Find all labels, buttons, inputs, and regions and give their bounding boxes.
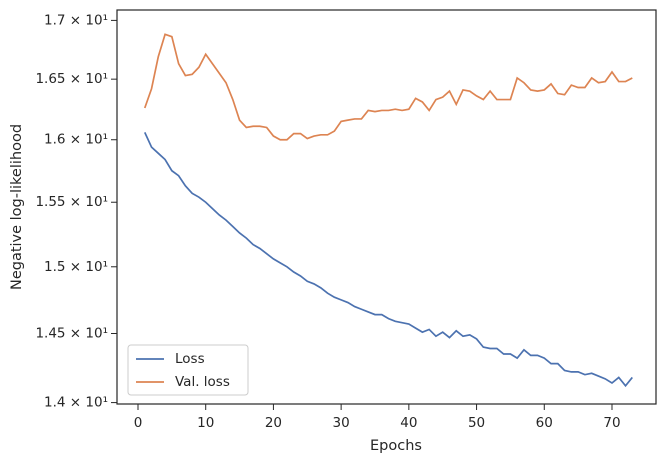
x-tick-label: 50 (468, 415, 485, 431)
y-tick-label: 1.6 × 10¹ (44, 132, 108, 148)
plot-frame (116, 9, 657, 405)
y-axis-label: Negative log-likelihood (9, 124, 25, 290)
legend-label: Val. loss (175, 374, 230, 390)
y-tick-label: 1.55 × 10¹ (35, 194, 108, 210)
x-tick-label: 10 (197, 415, 214, 431)
line-series (143, 132, 633, 388)
legend-label: Loss (175, 351, 205, 367)
y-tick-label: 1.5 × 10¹ (44, 259, 108, 275)
line-series (143, 33, 633, 141)
y-tick-label: 1.7 × 10¹ (44, 12, 108, 28)
x-tick-label: 60 (536, 415, 553, 431)
y-tick-label: 1.45 × 10¹ (35, 326, 108, 342)
x-tick-label: 40 (400, 415, 417, 431)
y-tick-label: 1.65 × 10¹ (35, 71, 108, 87)
x-tick-label: 0 (134, 415, 143, 431)
x-tick-label: 20 (265, 415, 282, 431)
y-tick-label: 1.4 × 10¹ (44, 395, 108, 411)
x-tick-label: 30 (333, 415, 350, 431)
x-axis-label: Epochs (370, 438, 422, 454)
x-tick-label: 70 (603, 415, 620, 431)
